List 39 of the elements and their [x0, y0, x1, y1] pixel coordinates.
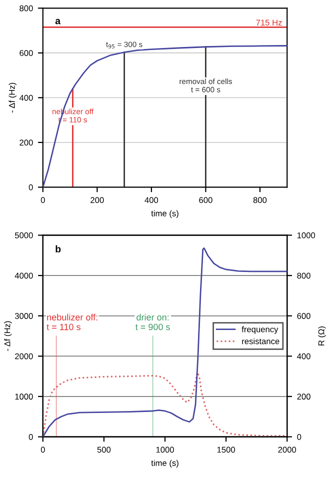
x-tick-label: 0 [40, 446, 45, 453]
x-tick-label: 0 [40, 197, 45, 204]
y2-tick-label: 600 [297, 313, 310, 319]
x-tick-label: 800 [253, 197, 267, 204]
y-tick-label: 1000 [15, 394, 33, 400]
ref-line-label: drier on: t = 900 s [135, 314, 170, 330]
y-tick-label: 2000 [15, 353, 33, 360]
text: a [55, 18, 61, 24]
x-tick-label: 1500 [217, 446, 235, 453]
y-tick-label: 800 [20, 5, 33, 12]
y-tick-label: 3000 [14, 313, 33, 319]
x-tick-label: 500 [97, 446, 111, 453]
x-tick-label: 2000 [278, 446, 296, 453]
text: b [56, 245, 61, 252]
legend-label: resistance [242, 338, 280, 344]
y-tick-label: 5000 [14, 232, 33, 238]
y-tick-label: 0 [28, 434, 33, 440]
y2-tick-label: 1000 [297, 232, 316, 238]
x-tick-label: 200 [90, 197, 104, 204]
y-tick-label: 400 [19, 94, 33, 101]
ref-line-label: nebulizer off: t = 110 s [46, 314, 98, 330]
x-axis-title: time (s) [151, 460, 178, 468]
legend-label: frequency [242, 326, 278, 334]
y2-tick-label: 200 [297, 394, 310, 400]
y-axis-title: - Δf (Hz) [8, 82, 16, 113]
ref-line-label: 715 Hz [256, 20, 282, 26]
x-tick-label: 600 [199, 197, 212, 204]
y-tick-label: 0 [28, 184, 33, 190]
x-axis-title: time (s) [151, 210, 178, 218]
y2-tick-label: 0 [297, 434, 302, 440]
y-tick-label: 4000 [14, 272, 33, 279]
y-tick-label: 600 [20, 50, 33, 56]
y2-axis-title: R (Ω) [318, 326, 326, 346]
y2-tick-label: 400 [297, 353, 310, 360]
y-axis-title: - Δf (Hz) [4, 321, 12, 351]
x-tick-label: 400 [144, 197, 158, 204]
y-tick-label: 200 [20, 140, 33, 146]
y2-tick-label: 800 [297, 272, 310, 279]
x-tick-label: 1000 [156, 446, 174, 453]
